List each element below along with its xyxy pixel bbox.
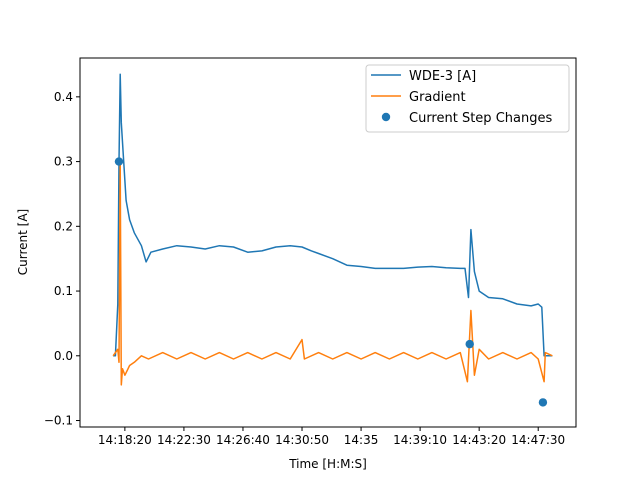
- legend: WDE-3 [A] Gradient Current Step Changes: [365, 64, 570, 133]
- y-tick-label: −0.1: [44, 414, 73, 428]
- x-tick-label: 14:22:30: [157, 433, 211, 447]
- x-tick-label: 14:30:50: [275, 433, 329, 447]
- y-tick-label: 0.0: [54, 349, 73, 363]
- x-tick-label: 14:39:10: [393, 433, 447, 447]
- y-axis: −0.1 0.0 0.1 0.2 0.3 0.4: [44, 90, 80, 428]
- legend-frame: [365, 64, 570, 133]
- y-tick-label: 0.3: [54, 155, 73, 169]
- x-tick-label: 14:43:20: [452, 433, 506, 447]
- step-change-point: [114, 157, 124, 166]
- y-tick-label: 0.2: [54, 219, 73, 233]
- x-tick-label: 14:26:40: [216, 433, 270, 447]
- x-tick-label: 14:35: [344, 433, 379, 447]
- series-line: [113, 73, 553, 357]
- step-change-point: [538, 398, 548, 407]
- x-axis: 14:18:20 14:22:30 14:26:40 14:30:50 14:35 14:…: [98, 427, 565, 447]
- step-change-point: [465, 339, 474, 349]
- y-tick-label: 0.1: [54, 284, 73, 298]
- y-tick-label: 0.4: [54, 90, 73, 104]
- y-axis-label: Current [A]: [16, 209, 30, 275]
- legend-swatch-marker: [381, 112, 391, 122]
- series-layer: [112, 73, 553, 407]
- x-axis-label: Time [H:M:S]: [288, 457, 367, 471]
- x-tick-label: 14:18:20: [98, 433, 152, 447]
- plot-area: [79, 57, 577, 428]
- legend-label: WDE-3 [A]: [409, 69, 476, 84]
- legend-label: Gradient: [409, 90, 466, 105]
- legend-label: Current Step Changes: [409, 111, 552, 126]
- x-tick-label: 14:47:30: [511, 433, 565, 447]
- series-line: [112, 160, 553, 386]
